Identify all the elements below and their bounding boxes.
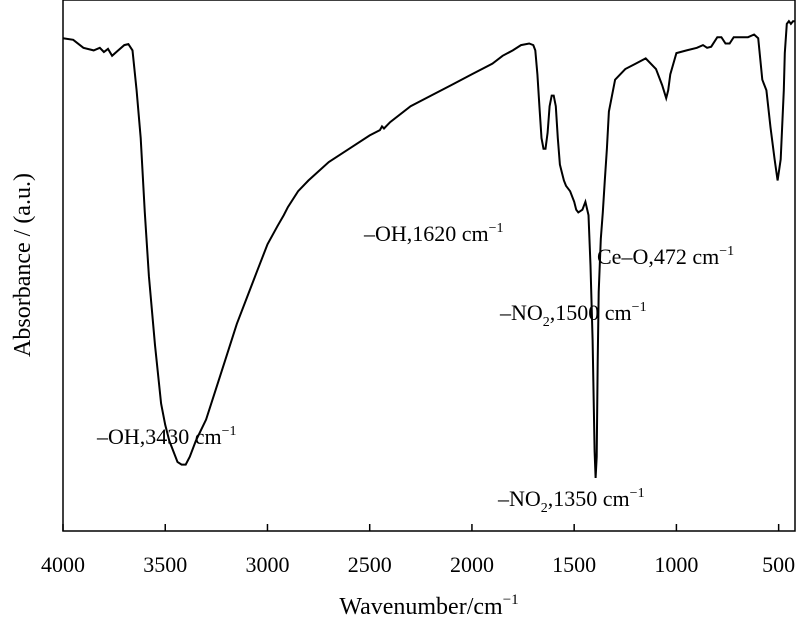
series-line-spectrum	[62, 19, 795, 478]
x-tick-label-3000: 3000	[245, 552, 289, 577]
x-axis-ticks	[62, 524, 780, 531]
annotation-oh-1620: –OH,1620 cm−1	[363, 221, 504, 246]
x-tick-label-2000: 2000	[450, 552, 494, 577]
y-axis-label: Absorbance / (a.u.)	[10, 173, 36, 357]
x-tick-label-1500: 1500	[552, 552, 596, 577]
annotation-ce-o-472: Ce–O,472 cm−1	[597, 244, 734, 269]
annotation-no2-1350: –NO2,1350 cm−1	[497, 486, 645, 516]
annotation-no2-1500: –NO2,1500 cm−1	[499, 300, 647, 330]
x-tick-label-500: 500	[762, 552, 795, 577]
plot-frame	[62, 0, 796, 532]
x-tick-label-2500: 2500	[348, 552, 392, 577]
x-axis-label: Wavenumber/cm−1	[339, 592, 518, 620]
annotation-oh-3430: –OH,3430 cm−1	[96, 424, 237, 449]
x-tick-label-1000: 1000	[654, 552, 698, 577]
x-tick-label-3500: 3500	[143, 552, 187, 577]
x-axis-tick-labels: 4000 3500 3000 2500 2000 1500 1000 500	[41, 552, 795, 577]
x-tick-label-4000: 4000	[41, 552, 85, 577]
